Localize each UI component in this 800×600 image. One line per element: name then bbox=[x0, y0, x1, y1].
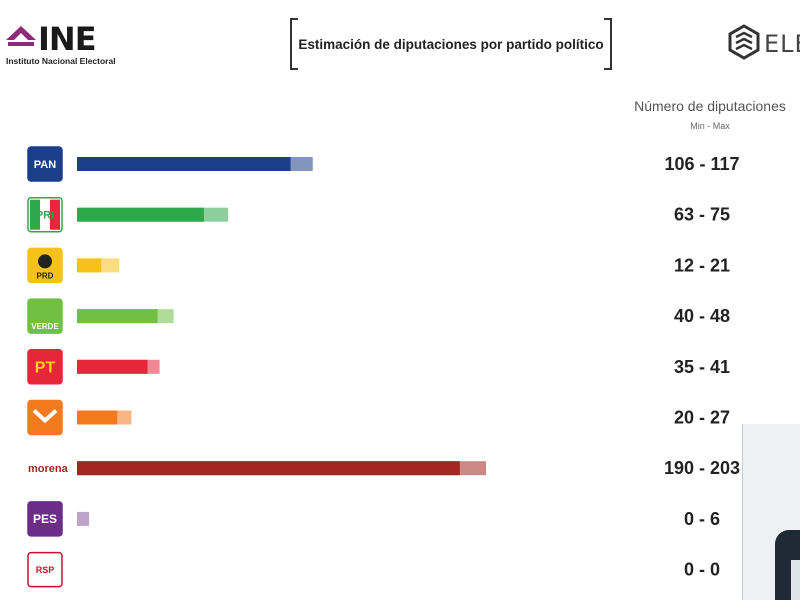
range-label-rsp: 0 - 0 bbox=[684, 560, 720, 580]
chart-row-morena: morena 190 - 203 bbox=[28, 458, 740, 478]
party-logo-box-rsp bbox=[27, 551, 63, 588]
party-logo-text-rsp: RSP bbox=[36, 565, 55, 575]
party-logo-pt: PT bbox=[27, 349, 63, 385]
chart-row-prd: PRD 12 - 21 bbox=[27, 247, 730, 284]
partner-logo: ELEC bbox=[728, 24, 800, 64]
bar-min-morena bbox=[77, 461, 460, 476]
prd-sun-icon bbox=[38, 254, 52, 269]
chart-row-pvem: VERDE 40 - 48 bbox=[27, 298, 730, 334]
presenter-shirt bbox=[791, 560, 800, 600]
bar-min-pvem bbox=[77, 309, 158, 324]
value-column-subheader: Min - Max bbox=[690, 121, 730, 131]
range-label-prd: 12 - 21 bbox=[674, 255, 730, 275]
party-logo-text-prd: PRD bbox=[37, 271, 54, 280]
bar-max-pes bbox=[77, 511, 90, 526]
bar-min-pt bbox=[77, 359, 148, 374]
party-logo-box-pes bbox=[27, 501, 63, 537]
pri-green-stripe bbox=[30, 199, 40, 230]
title-bracket-left bbox=[290, 18, 298, 70]
range-label-pt: 35 - 41 bbox=[674, 357, 730, 377]
chart-row-rsp: RSP 0 - 0 bbox=[27, 551, 720, 588]
chart-row-pes: PES 0 - 6 bbox=[27, 501, 720, 537]
bar-min-prd bbox=[77, 258, 102, 273]
range-label-pvem: 40 - 48 bbox=[674, 306, 730, 326]
video-inset bbox=[742, 424, 800, 600]
chart-row-pri: PRI 63 - 75 bbox=[27, 196, 730, 233]
header: INE Instituto Nacional Electoral Estimac… bbox=[0, 0, 800, 80]
party-logo-pan: PAN bbox=[27, 146, 63, 182]
party-logo-pri: PRI bbox=[27, 196, 63, 233]
chart-row-pt: PT 35 - 41 bbox=[27, 349, 730, 385]
range-label-pan: 106 - 117 bbox=[664, 154, 739, 174]
party-logo-rsp: RSP bbox=[27, 551, 63, 588]
party-logo-box-pt bbox=[27, 349, 63, 385]
party-logo-pes: PES bbox=[27, 501, 63, 537]
page-title-box: Estimación de diputaciones por partido p… bbox=[290, 18, 612, 70]
party-logo-text-pes: PES bbox=[33, 512, 57, 526]
cube-logo-icon bbox=[728, 24, 760, 60]
range-label-morena: 190 - 203 bbox=[664, 458, 740, 478]
mc-eagle-icon bbox=[32, 409, 58, 424]
presenter-silhouette bbox=[775, 530, 800, 600]
page-title: Estimación de diputaciones por partido p… bbox=[298, 36, 604, 52]
party-logo-box-pvem bbox=[27, 298, 63, 334]
partner-logo-text: ELEC bbox=[764, 30, 800, 58]
party-logo-text-pan: PAN bbox=[34, 159, 56, 171]
party-logo-box-pan bbox=[27, 146, 63, 182]
chart-row-mc: 20 - 27 bbox=[27, 399, 730, 436]
title-bracket-right bbox=[604, 18, 612, 70]
pri-red-stripe bbox=[50, 199, 60, 230]
range-label-pri: 63 - 75 bbox=[674, 205, 730, 225]
party-logo-pvem: VERDE bbox=[27, 298, 63, 334]
ine-logo: INE Instituto Nacional Electoral bbox=[2, 20, 122, 68]
party-logo-text-pvem: VERDE bbox=[31, 322, 59, 331]
party-logo-text-pri: PRI bbox=[36, 210, 54, 222]
seats-bar-chart: PAN 106 - 117 PRI 63 - 75 PRD 12 - 21 VERDE 40 … bbox=[27, 146, 740, 588]
ine-wordmark: INE bbox=[38, 20, 97, 58]
range-label-pes: 0 - 6 bbox=[684, 509, 720, 529]
party-logo-prd: PRD bbox=[27, 247, 63, 284]
chart-row-pan: PAN 106 - 117 bbox=[27, 146, 740, 182]
value-column-header: Número de diputaciones bbox=[634, 98, 786, 114]
ine-subtitle: Instituto Nacional Electoral bbox=[6, 56, 116, 66]
bar-min-mc bbox=[77, 410, 118, 425]
ine-emblem-icon bbox=[6, 26, 36, 46]
bar-min-pan bbox=[77, 157, 291, 171]
range-label-mc: 20 - 27 bbox=[674, 408, 730, 428]
party-logo-box-mc bbox=[27, 399, 63, 436]
party-logo-mc bbox=[27, 399, 63, 436]
party-logo-morena: morena bbox=[28, 463, 69, 475]
bar-min-pri bbox=[77, 207, 204, 222]
party-logo-text-pt: PT bbox=[35, 360, 56, 377]
